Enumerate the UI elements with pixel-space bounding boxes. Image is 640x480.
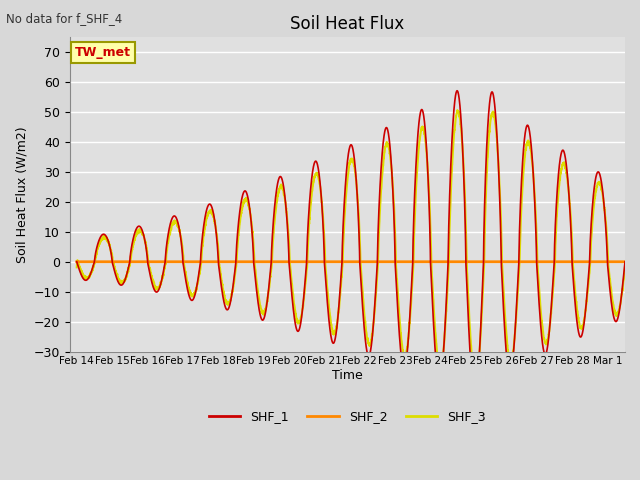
Title: Soil Heat Flux: Soil Heat Flux	[290, 15, 404, 33]
Y-axis label: Soil Heat Flux (W/m2): Soil Heat Flux (W/m2)	[15, 126, 28, 263]
X-axis label: Time: Time	[332, 369, 363, 382]
Text: No data for f_SHF_4: No data for f_SHF_4	[6, 12, 123, 25]
Legend: SHF_1, SHF_2, SHF_3: SHF_1, SHF_2, SHF_3	[204, 405, 491, 428]
Text: TW_met: TW_met	[76, 46, 131, 59]
